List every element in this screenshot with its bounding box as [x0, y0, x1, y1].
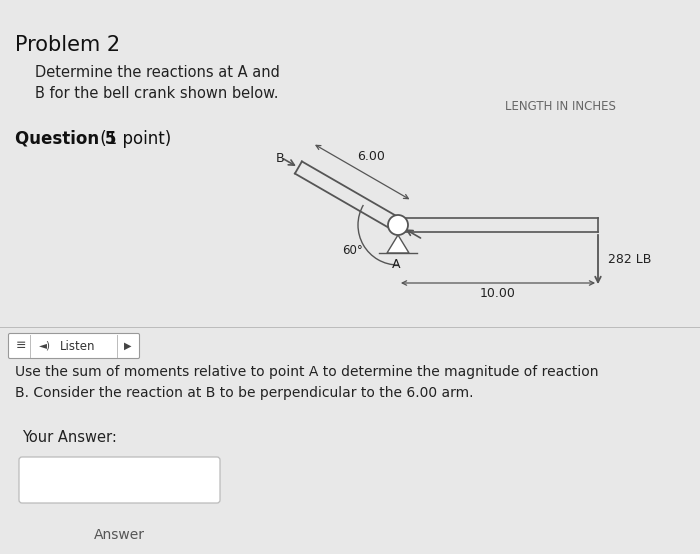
Text: Determine the reactions at A and
B for the bell crank shown below.: Determine the reactions at A and B for t…: [35, 65, 280, 101]
Text: Your Answer:: Your Answer:: [22, 430, 117, 445]
Text: A: A: [392, 258, 400, 271]
Text: B: B: [276, 151, 285, 165]
Text: ≡: ≡: [15, 340, 27, 352]
FancyBboxPatch shape: [8, 334, 139, 358]
Text: Problem 2: Problem 2: [15, 35, 120, 55]
Polygon shape: [387, 235, 409, 253]
Text: (1 point): (1 point): [95, 130, 172, 148]
Text: Question 5: Question 5: [15, 130, 116, 148]
Text: Answer: Answer: [94, 528, 144, 542]
Text: 6.00: 6.00: [357, 150, 385, 163]
Text: ▶: ▶: [125, 341, 132, 351]
Text: Listen: Listen: [60, 340, 96, 352]
Text: 282 LB: 282 LB: [608, 253, 652, 266]
Circle shape: [388, 215, 408, 235]
FancyBboxPatch shape: [19, 457, 220, 503]
Text: 10.00: 10.00: [480, 287, 516, 300]
Text: ◄): ◄): [39, 341, 51, 351]
Text: LENGTH IN INCHES: LENGTH IN INCHES: [505, 100, 615, 113]
Text: Use the sum of moments relative to point A to determine the magnitude of reactio: Use the sum of moments relative to point…: [15, 365, 598, 399]
Text: 60°: 60°: [342, 244, 363, 258]
